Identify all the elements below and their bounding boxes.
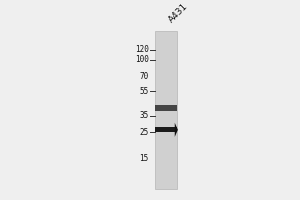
Text: A431: A431 xyxy=(167,2,189,25)
Polygon shape xyxy=(175,123,178,137)
Text: 35: 35 xyxy=(139,111,148,120)
Text: 120: 120 xyxy=(135,45,148,54)
Bar xyxy=(154,31,177,189)
Text: 55: 55 xyxy=(139,87,148,96)
Text: 100: 100 xyxy=(135,55,148,64)
Text: 15: 15 xyxy=(139,154,148,163)
Bar xyxy=(154,105,177,111)
Text: 70: 70 xyxy=(139,72,148,81)
Text: 25: 25 xyxy=(139,128,148,137)
Bar xyxy=(154,127,177,132)
